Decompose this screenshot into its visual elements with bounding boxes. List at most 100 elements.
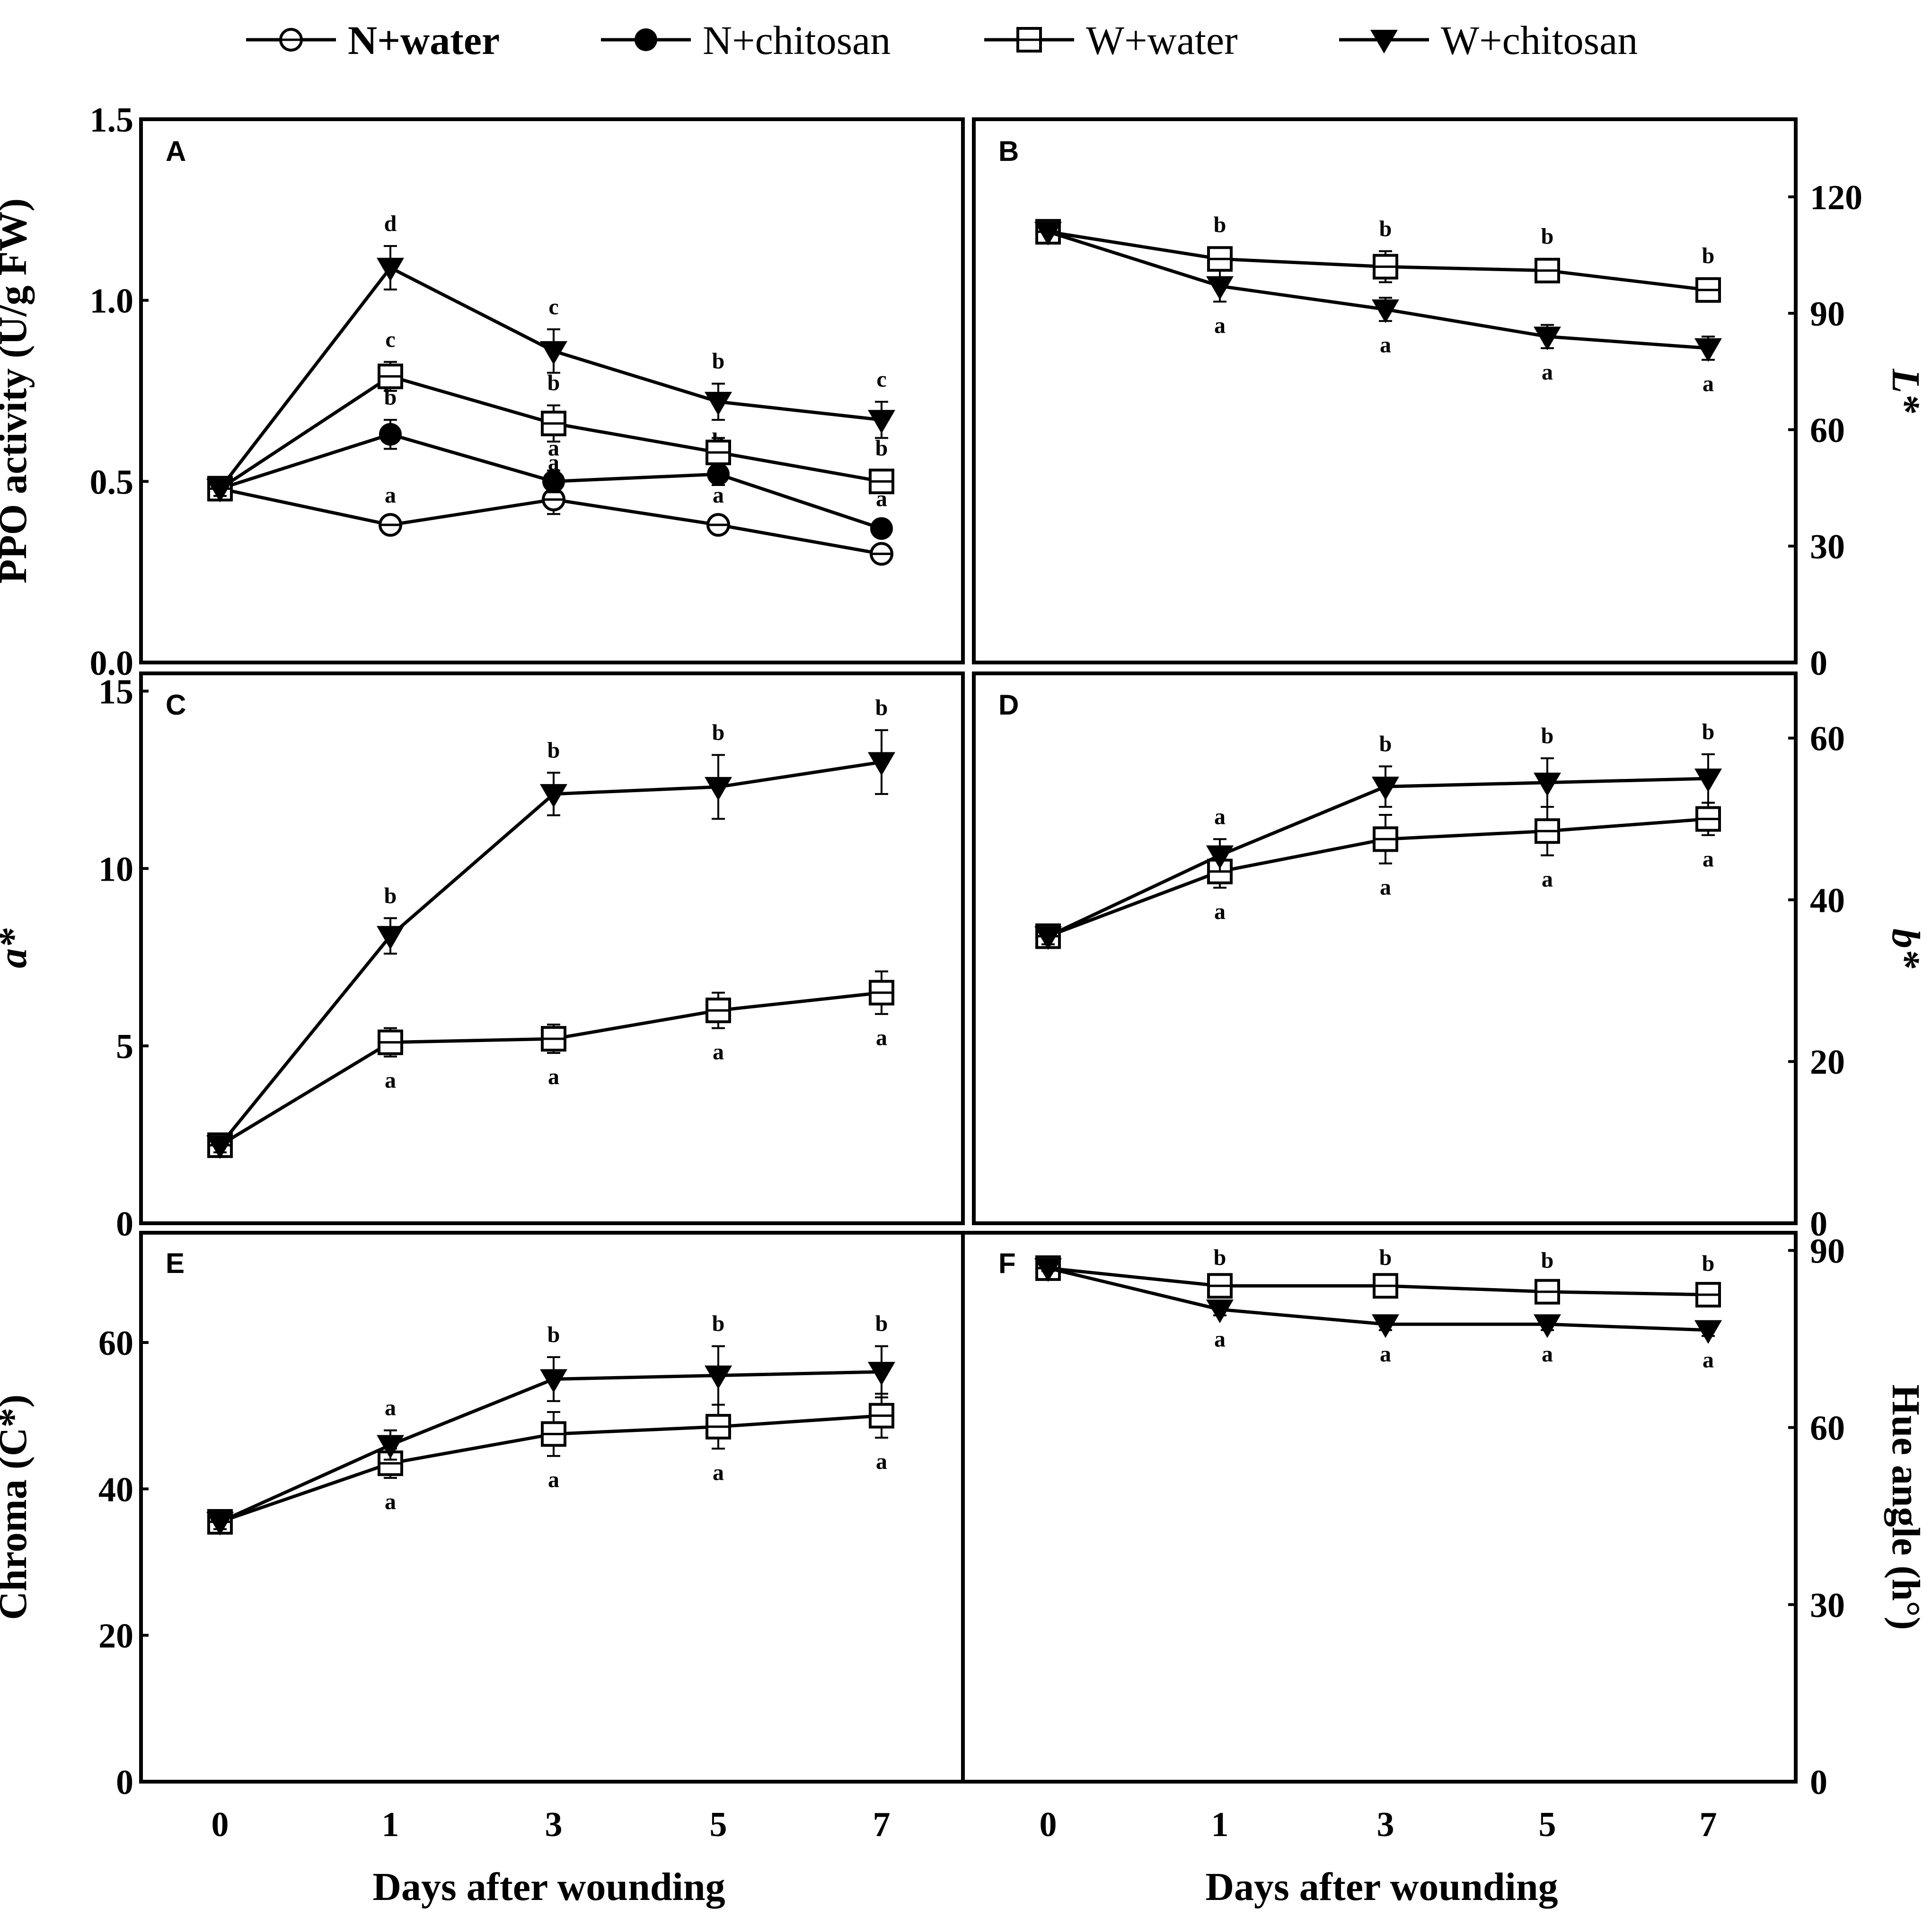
- data-point: [540, 1369, 567, 1393]
- data-point: [1372, 1314, 1399, 1338]
- series-w_water: a a a a: [207, 1393, 894, 1535]
- data-point: [1534, 327, 1561, 351]
- significance-label: b: [547, 738, 560, 763]
- y-tick-label: 90: [1810, 1232, 1845, 1271]
- data-point: [868, 410, 895, 434]
- data-point: [542, 470, 565, 493]
- y-tick-label: 10: [98, 850, 133, 889]
- significance-label: b: [712, 720, 725, 745]
- y-tick-label: 60: [98, 1324, 133, 1363]
- y-tick-label: 15: [98, 672, 133, 711]
- significance-label: a: [1214, 313, 1226, 338]
- panel-letter: B: [998, 135, 1019, 167]
- x-tick-label: 5: [1539, 1805, 1556, 1844]
- data-point: [1034, 926, 1062, 950]
- y-tick-label: 5: [116, 1027, 133, 1066]
- significance-label: a: [1542, 360, 1553, 385]
- y-tick-label: 20: [1810, 1043, 1845, 1082]
- data-point: [1694, 769, 1722, 793]
- significance-label: a: [1703, 371, 1714, 396]
- panel-frame: [139, 117, 965, 664]
- significance-label: b: [1379, 216, 1392, 241]
- significance-label: a: [1214, 899, 1226, 924]
- panel-f: F 0 30 60 90 Hue angle (h°) b b b b a a a a 0 1 3 5 7: [961, 1231, 1928, 1844]
- data-point: [1034, 1258, 1062, 1282]
- series-w_chitosan: a b b b: [206, 1311, 895, 1536]
- data-point: [377, 257, 404, 282]
- significance-label: b: [1541, 224, 1554, 249]
- significance-label: b: [1702, 243, 1715, 268]
- x-tick-label: 7: [873, 1805, 891, 1844]
- data-point: [1034, 221, 1062, 246]
- significance-label: b: [875, 435, 888, 460]
- legend-marker-w_chitosan: [1370, 30, 1398, 53]
- data-point: [1206, 276, 1234, 300]
- y-tick-label: 0: [1810, 644, 1827, 683]
- significance-label: a: [876, 1025, 887, 1051]
- series-w_chitosan: a b b b: [1034, 719, 1722, 950]
- significance-label: b: [1379, 732, 1392, 757]
- panel-c: C 0 5 10 15 a* a a a a b b b b: [0, 671, 965, 1244]
- y-axis-title: Chroma (C*): [0, 1395, 35, 1620]
- legend-item-n_chitosan: N+chitosan: [601, 18, 891, 63]
- significance-label: c: [548, 294, 558, 319]
- significance-label: b: [1379, 1245, 1392, 1270]
- series-line: [1047, 230, 1709, 350]
- significance-label: a: [548, 1467, 559, 1493]
- y-tick-label: 0: [1810, 1205, 1827, 1244]
- data-point: [377, 1435, 404, 1459]
- panel-frame: [972, 671, 1798, 1225]
- y-axis-title: Hue angle (h°): [1884, 1385, 1928, 1630]
- significance-label: b: [712, 349, 725, 374]
- y-tick-label: 60: [1810, 411, 1845, 450]
- significance-label: a: [1703, 847, 1714, 872]
- legend: N+water N+chitosan W+water W+chitosan: [246, 18, 1638, 63]
- significance-label: a: [1380, 332, 1391, 357]
- x-tick-label: 3: [1377, 1805, 1394, 1844]
- x-tick-label: 7: [1700, 1805, 1717, 1844]
- y-axis-title: PPO activity (U/g FW): [0, 198, 35, 583]
- panel-e: E 0 20 40 60 Chroma (C*) a a a a a b b b 0 1 3 5 7: [0, 1231, 965, 1844]
- y-tick-label: 90: [1810, 295, 1845, 334]
- panel-b: B 0 30 60 90 120 L* b b b b a a a a: [972, 117, 1928, 683]
- y-axis-title: L*: [1884, 368, 1928, 413]
- significance-label: a: [1214, 1327, 1226, 1352]
- panel-frame: [972, 117, 1798, 664]
- data-point: [540, 341, 567, 365]
- data-point: [379, 423, 402, 446]
- y-axis-title: b*: [1884, 928, 1928, 969]
- y-tick-label: 40: [98, 1470, 133, 1509]
- legend-marker-n_chitosan: [635, 28, 657, 51]
- series-w_water: a a a a: [207, 970, 894, 1158]
- y-tick-label: 0: [1810, 1763, 1827, 1802]
- series-w_water: a a a a: [1035, 802, 1721, 949]
- series-line: [219, 1370, 882, 1524]
- x-tick-label: 1: [382, 1805, 399, 1844]
- y-tick-label: 1.0: [90, 282, 134, 321]
- legend-item-w_water: W+water: [984, 18, 1238, 63]
- y-tick-label: 60: [1810, 720, 1845, 759]
- significance-label: a: [1542, 1342, 1553, 1367]
- x-tick-label: 0: [1040, 1805, 1057, 1844]
- significance-label: a: [713, 483, 724, 508]
- data-point: [1206, 845, 1234, 869]
- significance-label: a: [876, 1449, 887, 1474]
- data-point: [868, 752, 895, 776]
- significance-label: b: [1702, 1251, 1715, 1276]
- significance-label: a: [713, 1040, 724, 1065]
- data-point: [705, 1365, 732, 1389]
- y-tick-label: 30: [1810, 528, 1845, 566]
- data-point: [707, 463, 730, 486]
- significance-label: a: [548, 1064, 559, 1089]
- data-point: [206, 478, 234, 503]
- panel-frame: [139, 671, 965, 1225]
- panel-letter: A: [166, 135, 186, 167]
- x-tick-label: 3: [545, 1805, 563, 1844]
- legend-label: W+water: [1086, 18, 1238, 63]
- series-line: [1047, 777, 1709, 938]
- significance-label: a: [713, 1460, 724, 1485]
- data-point: [1372, 777, 1399, 801]
- y-tick-label: 60: [1810, 1409, 1845, 1448]
